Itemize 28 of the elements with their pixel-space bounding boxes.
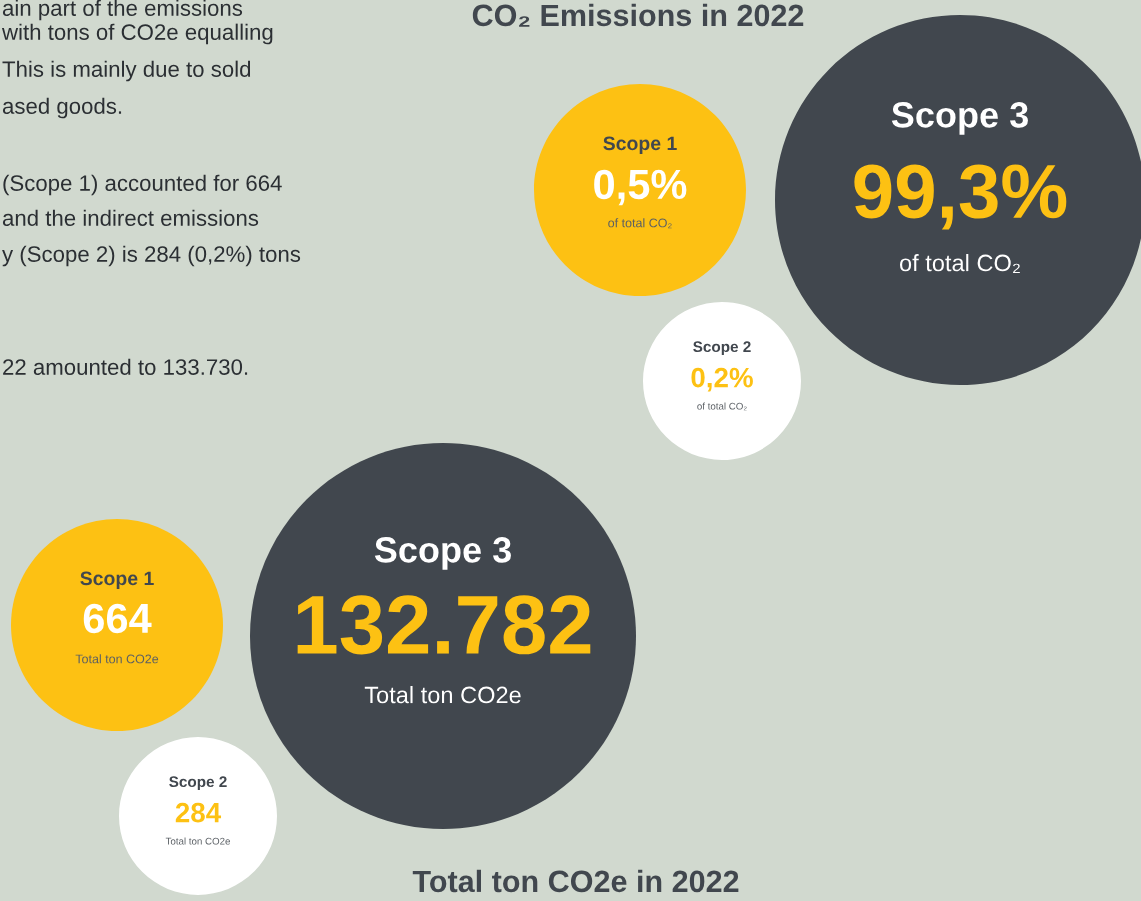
text: of total CO₂ [608, 218, 672, 229]
text: Total ton CO2e in 2022 [412, 869, 739, 893]
data-label: 664 [83, 603, 152, 634]
category-label: Scope 1 [603, 136, 677, 155]
text: ain part of the emissions [2, 0, 243, 21]
text: with tons of CO2e equalling [1, 23, 273, 45]
category-label: Scope 3 [891, 102, 1028, 135]
data-label: 99,3% [854, 164, 1067, 230]
data-label: 132.782 [297, 595, 591, 655]
text: Total ton CO2e [75, 654, 159, 664]
category-label: Scope 1 [80, 571, 154, 590]
text: of total CO₂ [899, 254, 1020, 274]
text: CO₂ Emissions in 2022 [472, 3, 804, 27]
data-label: 0,5% [594, 169, 687, 206]
text: Total ton CO2e [165, 837, 230, 845]
text: 22 amounted to 133.730. [3, 358, 248, 375]
category-label: Scope 3 [374, 537, 511, 570]
text: y (Scope 2) is 284 (0,2%) tons [2, 245, 301, 267]
data-label: 0,2% [691, 367, 753, 392]
text: and the indirect emissions [2, 209, 259, 226]
text: (Scope 1) accounted for 664 [3, 174, 282, 196]
category-label: Scope 2 [693, 341, 751, 356]
text: This is mainly due to sold [2, 60, 251, 82]
data-label: 284 [175, 802, 222, 823]
text: ased goods. [2, 97, 122, 119]
category-label: Scope 2 [169, 776, 227, 791]
text: of total CO₂ [697, 402, 747, 411]
text: Total ton CO2e [364, 685, 521, 704]
